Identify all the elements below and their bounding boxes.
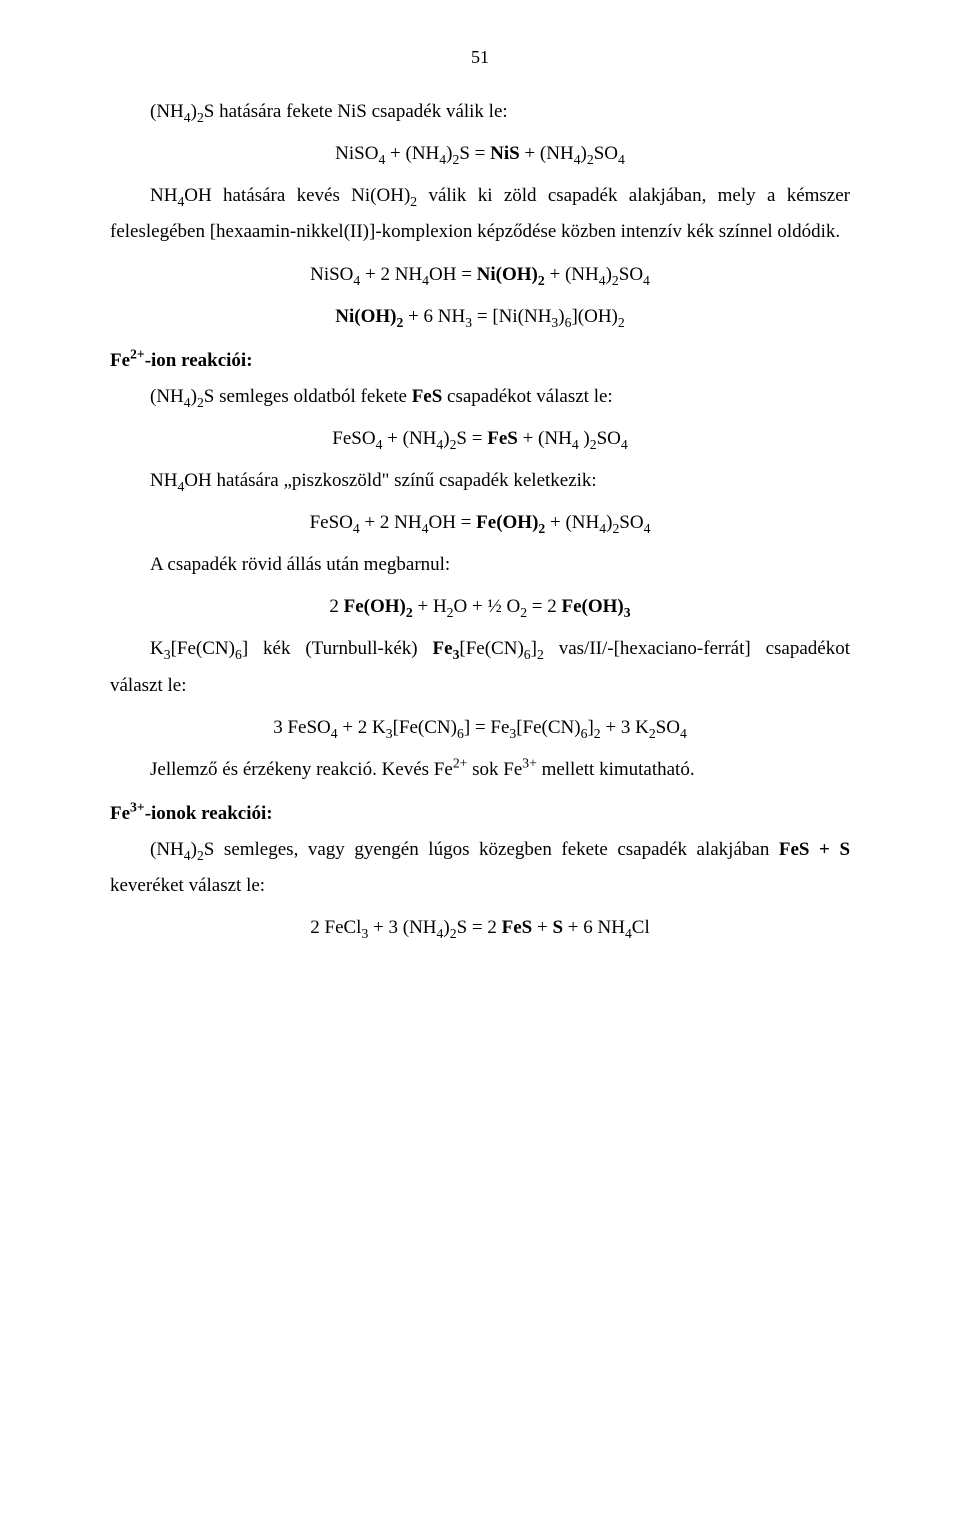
eq-nioh1: NiSO4 + 2 NH4OH = Ni(OH)2 + (NH4)2SO4	[110, 257, 850, 293]
eq-nioh2: Ni(OH)2 + 6 NH3 = [Ni(NH3)6](OH)2	[110, 299, 850, 335]
para-piszkoszold: NH4OH hatására „piszkoszöld" színű csapa…	[110, 463, 850, 499]
para-megbarnul: A csapadék rövid állás után megbarnul:	[110, 547, 850, 583]
eq-feoh3: 2 Fe(OH)2 + H2O + ½ O2 = 2 Fe(OH)3	[110, 589, 850, 625]
eq-nis: NiSO4 + (NH4)2S = NiS + (NH4)2SO4	[110, 136, 850, 172]
heading-fe2: Fe2+-ion reakciói:	[110, 343, 850, 379]
para-nioh: NH4OH hatására kevés Ni(OH)2 válik ki zö…	[110, 178, 850, 250]
para-turnbull: K3[Fe(CN)6] kék (Turnbull-kék) Fe3[Fe(CN…	[110, 631, 850, 703]
page-number: 51	[110, 40, 850, 74]
para-jellemzo: Jellemző és érzékeny reakció. Kevés Fe2+…	[110, 752, 850, 788]
page: 51 (NH4)2S hatására fekete NiS csapadék …	[0, 0, 960, 1519]
eq-turnbull: 3 FeSO4 + 2 K3[Fe(CN)6] = Fe3[Fe(CN)6]2 …	[110, 710, 850, 746]
eq-feoh2: FeSO4 + 2 NH4OH = Fe(OH)2 + (NH4)2SO4	[110, 505, 850, 541]
para-fe3-intro: (NH4)2S semleges, vagy gyengén lúgos köz…	[110, 832, 850, 904]
eq-fes: FeSO4 + (NH4)2S = FeS + (NH4 )2SO4	[110, 421, 850, 457]
para-nis-intro: (NH4)2S hatására fekete NiS csapadék vál…	[110, 94, 850, 130]
heading-fe3: Fe3+-ionok reakciói:	[110, 796, 850, 832]
eq-fecl3: 2 FeCl3 + 3 (NH4)2S = 2 FeS + S + 6 NH4C…	[110, 910, 850, 946]
para-fes-intro: (NH4)2S semleges oldatból fekete FeS csa…	[110, 379, 850, 415]
